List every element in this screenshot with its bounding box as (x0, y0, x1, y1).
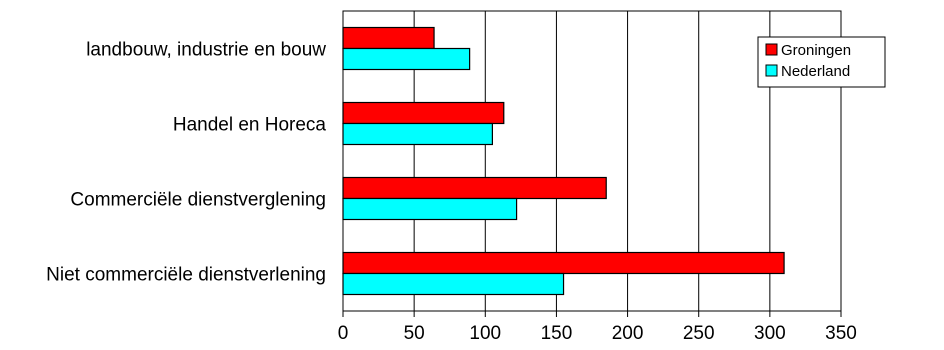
bar-nederland (343, 199, 517, 220)
bar-nederland (343, 274, 564, 295)
legend-swatch-nederland (766, 65, 777, 76)
x-axis-ticks (343, 311, 841, 317)
x-tick-label: 150 (541, 323, 573, 344)
legend-swatch-groningen (766, 44, 777, 55)
category-label: Handel en Horeca (173, 115, 327, 136)
bar-nederland (343, 49, 470, 70)
bar-groningen (343, 253, 784, 274)
bars (343, 28, 784, 295)
bar-nederland (343, 124, 492, 145)
bar-groningen (343, 28, 434, 49)
x-tick-label: 50 (404, 323, 425, 344)
legend: Groningen Nederland (758, 37, 885, 87)
x-tick-label: 100 (469, 323, 501, 344)
legend-label-nederland: Nederland (781, 63, 850, 80)
category-labels: landbouw, industrie en bouw Handel en Ho… (46, 40, 326, 286)
category-label: Commerciële dienstverglening (70, 190, 326, 211)
x-tick-label: 200 (612, 323, 644, 344)
bar-groningen (343, 178, 606, 199)
legend-label-groningen: Groningen (781, 42, 851, 59)
x-tick-label: 250 (683, 323, 715, 344)
category-label: landbouw, industrie en bouw (86, 40, 326, 61)
category-label: Niet commerciële dienstverlening (46, 265, 326, 286)
bar-groningen (343, 103, 504, 124)
x-tick-label: 300 (754, 323, 786, 344)
x-tick-label: 350 (825, 323, 857, 344)
x-tick-label: 0 (338, 323, 349, 344)
x-axis-tick-labels: 0 50 100 150 200 250 300 350 (338, 323, 857, 344)
